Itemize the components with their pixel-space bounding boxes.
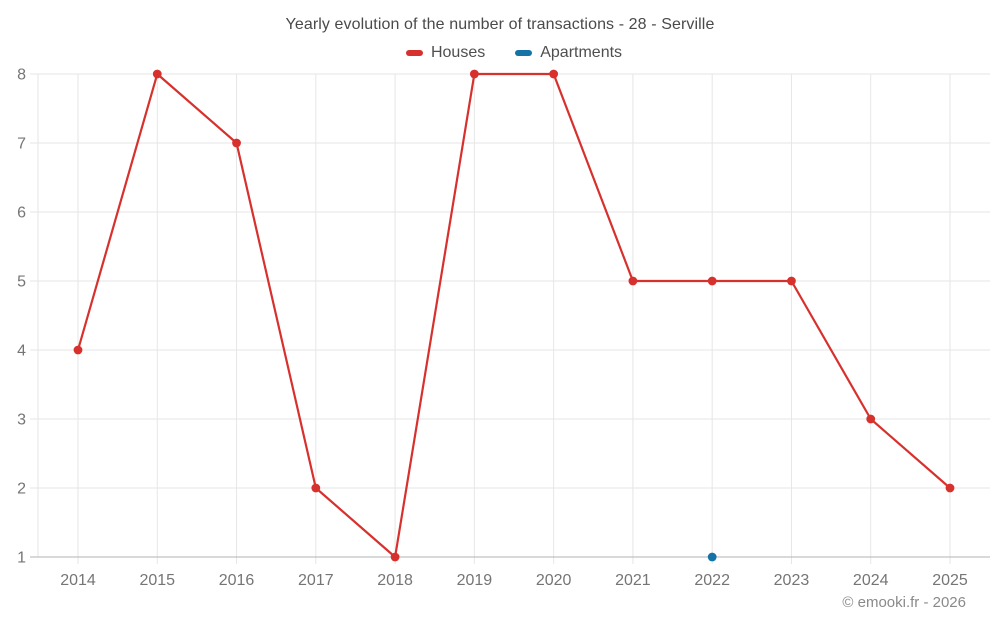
legend-item-apartments[interactable]: Apartments [515, 44, 622, 62]
data-point-houses-2014[interactable] [73, 345, 83, 355]
data-point-houses-2022[interactable] [707, 276, 717, 286]
y-tick-label: 4 [17, 343, 26, 360]
x-tick-label: 2024 [853, 572, 889, 589]
copyright-footer: © emooki.fr - 2026 [842, 594, 966, 611]
y-tick-label: 7 [17, 136, 26, 153]
x-tick-label: 2019 [457, 572, 493, 589]
apartments-swatch-icon [515, 50, 533, 56]
chart-title: Yearly evolution of the number of transa… [285, 16, 715, 33]
x-tick-label: 2021 [615, 572, 651, 589]
x-tick-label: 2018 [377, 572, 413, 589]
y-tick-label: 1 [17, 550, 26, 567]
data-point-houses-2017[interactable] [311, 483, 321, 493]
data-point-houses-2015[interactable] [152, 69, 162, 79]
legend-label-houses: Houses [430, 44, 486, 61]
data-point-houses-2020[interactable] [549, 69, 559, 79]
data-point-houses-2018[interactable] [390, 552, 400, 562]
data-point-houses-2025[interactable] [945, 483, 955, 493]
chart-legend: Houses Apartments [38, 43, 990, 63]
x-tick-label: 2023 [774, 572, 810, 589]
x-tick-label: 2017 [298, 572, 334, 589]
x-tick-label: 2015 [139, 572, 175, 589]
x-tick-label: 2022 [694, 572, 730, 589]
y-tick-label: 5 [17, 274, 26, 291]
data-point-houses-2016[interactable] [232, 138, 241, 148]
legend-item-houses[interactable]: Houses [405, 44, 486, 62]
series-line-houses [76, 72, 952, 559]
y-tick-label: 8 [17, 67, 26, 84]
x-tick-label: 2020 [536, 572, 572, 589]
legend-label-apartments: Apartments [540, 44, 623, 61]
y-tick-label: 2 [17, 481, 26, 498]
y-tick-label: 6 [17, 205, 26, 222]
data-point-apartments-2022[interactable] [707, 552, 717, 562]
y-tick-label: 3 [17, 412, 26, 429]
x-tick-label: 2016 [219, 572, 255, 589]
houses-swatch-icon [405, 50, 423, 56]
data-point-houses-2019[interactable] [469, 69, 479, 79]
data-point-houses-2024[interactable] [866, 414, 876, 424]
x-tick-label: 2025 [932, 572, 968, 589]
data-point-houses-2021[interactable] [628, 276, 638, 286]
x-tick-label: 2014 [60, 572, 96, 589]
data-point-houses-2023[interactable] [787, 276, 796, 286]
